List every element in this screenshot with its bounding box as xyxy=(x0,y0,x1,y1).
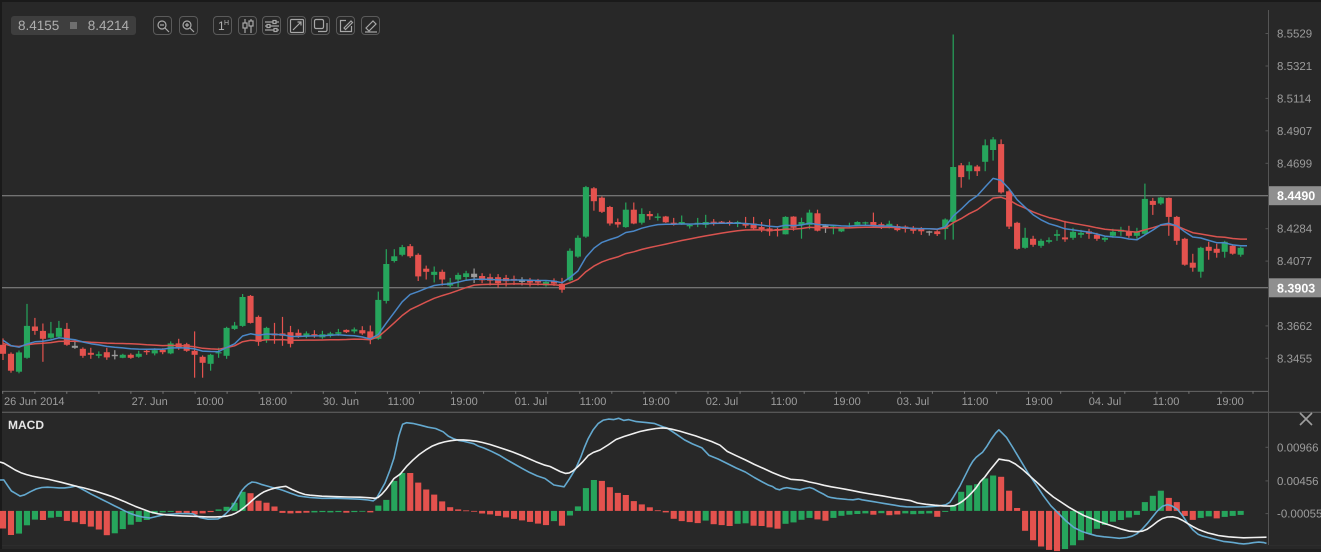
svg-text:11:00: 11:00 xyxy=(388,396,415,408)
svg-text:19:00: 19:00 xyxy=(450,396,478,408)
svg-text:11:00: 11:00 xyxy=(962,396,989,408)
svg-text:19:00: 19:00 xyxy=(1025,396,1053,408)
svg-text:19:00: 19:00 xyxy=(642,396,670,408)
svg-text:8.4490: 8.4490 xyxy=(1277,189,1315,203)
svg-text:0.00966: 0.00966 xyxy=(1277,442,1319,454)
svg-text:1: 1 xyxy=(218,19,225,33)
svg-text:19:00: 19:00 xyxy=(1216,396,1244,408)
svg-text:H: H xyxy=(224,20,229,27)
svg-text:11:00: 11:00 xyxy=(771,396,798,408)
svg-text:8.4155: 8.4155 xyxy=(18,18,59,33)
svg-text:02. Jul: 02. Jul xyxy=(706,396,738,408)
svg-text:0.00456: 0.00456 xyxy=(1277,476,1319,488)
svg-text:-0.00055: -0.00055 xyxy=(1277,509,1321,521)
svg-text:8.3455: 8.3455 xyxy=(1277,353,1312,365)
svg-text:26 Jun 2014: 26 Jun 2014 xyxy=(4,396,65,408)
svg-text:04. Jul: 04. Jul xyxy=(1089,396,1121,408)
svg-text:10:00: 10:00 xyxy=(196,396,224,408)
svg-text:19:00: 19:00 xyxy=(833,396,861,408)
svg-text:27. Jun: 27. Jun xyxy=(132,396,168,408)
svg-text:8.5321: 8.5321 xyxy=(1277,61,1312,73)
svg-text:11:00: 11:00 xyxy=(1153,396,1180,408)
svg-text:8.4077: 8.4077 xyxy=(1277,256,1312,268)
svg-text:8.5529: 8.5529 xyxy=(1277,29,1312,41)
svg-text:8.4284: 8.4284 xyxy=(1277,224,1313,236)
svg-text:8.5114: 8.5114 xyxy=(1277,93,1312,105)
svg-text:18:00: 18:00 xyxy=(259,396,287,408)
svg-text:8.3903: 8.3903 xyxy=(1277,281,1315,295)
svg-text:8.3662: 8.3662 xyxy=(1277,321,1312,333)
svg-text:03. Jul: 03. Jul xyxy=(897,396,929,408)
svg-text:8.4907: 8.4907 xyxy=(1277,126,1312,138)
svg-text:01. Jul: 01. Jul xyxy=(515,396,547,408)
svg-text:8.4699: 8.4699 xyxy=(1277,158,1312,170)
svg-text:8.4214: 8.4214 xyxy=(88,18,130,33)
svg-text:30. Jun: 30. Jun xyxy=(323,396,359,408)
svg-text:MACD: MACD xyxy=(8,418,44,432)
svg-text:11:00: 11:00 xyxy=(580,396,607,408)
